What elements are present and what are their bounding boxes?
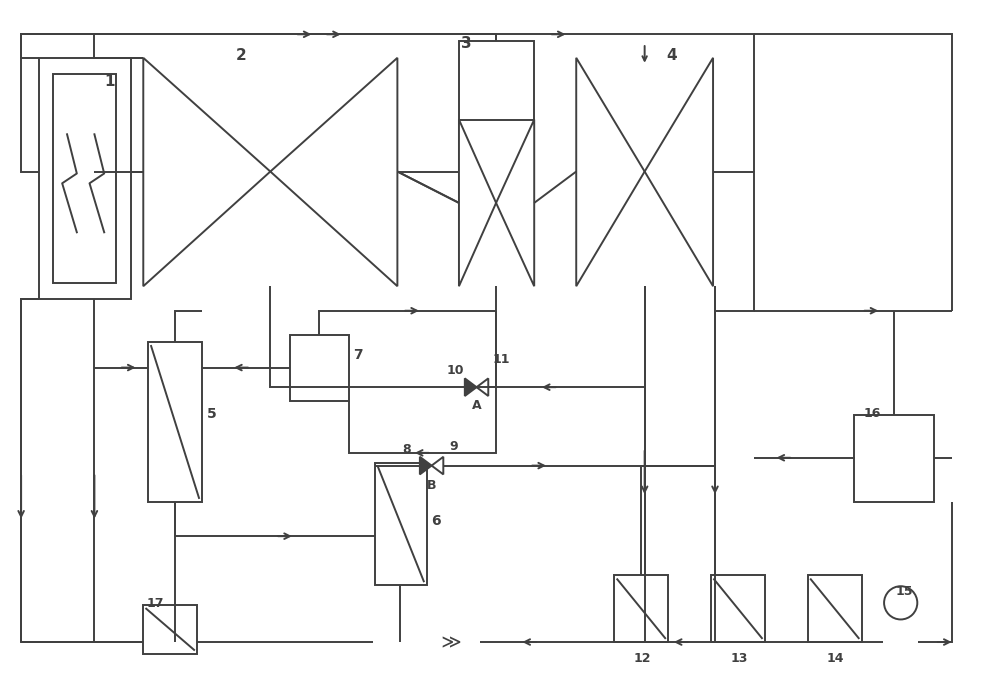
Text: 4: 4 xyxy=(666,48,677,63)
Bar xyxy=(614,575,668,642)
Text: A: A xyxy=(472,399,481,412)
Text: 15: 15 xyxy=(896,585,913,598)
Bar xyxy=(375,463,427,585)
Bar xyxy=(148,342,202,502)
Text: 10: 10 xyxy=(446,364,464,378)
Bar xyxy=(854,415,934,502)
Text: B: B xyxy=(427,479,436,492)
Text: 6: 6 xyxy=(432,514,441,528)
Bar xyxy=(39,58,131,299)
Bar xyxy=(711,575,765,642)
Bar xyxy=(53,73,116,283)
Bar xyxy=(808,575,862,642)
Text: 12: 12 xyxy=(633,652,651,665)
Polygon shape xyxy=(465,378,477,396)
Bar xyxy=(143,604,197,654)
Text: 17: 17 xyxy=(146,597,164,610)
Text: ≫: ≫ xyxy=(435,632,468,651)
Text: 3: 3 xyxy=(461,36,472,51)
Text: 14: 14 xyxy=(827,652,844,665)
Text: 9: 9 xyxy=(449,440,458,453)
Text: 16: 16 xyxy=(864,407,881,419)
Polygon shape xyxy=(420,456,432,475)
Bar xyxy=(459,41,534,119)
Text: 1: 1 xyxy=(104,73,115,89)
Text: 5: 5 xyxy=(207,407,217,421)
Bar xyxy=(290,335,349,401)
Text: 8: 8 xyxy=(402,443,411,456)
Text: 2: 2 xyxy=(236,48,247,63)
Text: 13: 13 xyxy=(730,652,748,665)
Text: 7: 7 xyxy=(353,348,363,362)
Text: 11: 11 xyxy=(492,352,510,366)
